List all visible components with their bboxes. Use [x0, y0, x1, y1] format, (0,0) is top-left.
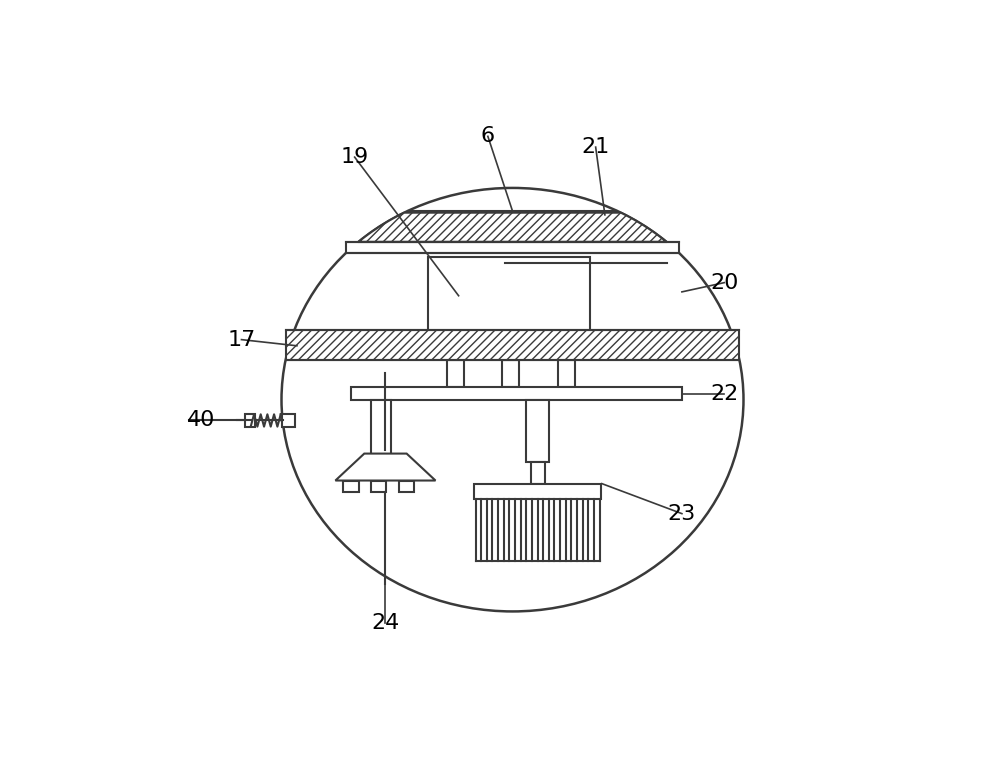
Bar — [245, 413, 255, 427]
Bar — [474, 484, 601, 499]
Bar — [371, 481, 386, 492]
Bar — [343, 481, 358, 492]
Text: 22: 22 — [710, 384, 738, 403]
Text: 40: 40 — [186, 410, 215, 430]
Bar — [346, 242, 679, 254]
Bar — [286, 330, 739, 360]
Bar — [502, 360, 519, 387]
Bar — [531, 462, 545, 484]
Ellipse shape — [282, 188, 744, 611]
Bar — [558, 360, 575, 387]
Text: 17: 17 — [227, 329, 256, 350]
Polygon shape — [335, 454, 436, 481]
Text: 19: 19 — [341, 147, 369, 167]
Text: 20: 20 — [710, 273, 738, 293]
Bar — [428, 257, 590, 334]
Polygon shape — [359, 212, 666, 242]
Bar — [371, 400, 391, 474]
Bar — [399, 481, 414, 492]
Text: 21: 21 — [582, 137, 610, 157]
Bar — [282, 413, 295, 427]
Text: 23: 23 — [668, 503, 696, 523]
Text: 6: 6 — [481, 126, 495, 147]
Bar — [351, 387, 682, 400]
Text: 24: 24 — [371, 613, 400, 633]
Bar — [526, 400, 549, 462]
Bar — [447, 360, 464, 387]
